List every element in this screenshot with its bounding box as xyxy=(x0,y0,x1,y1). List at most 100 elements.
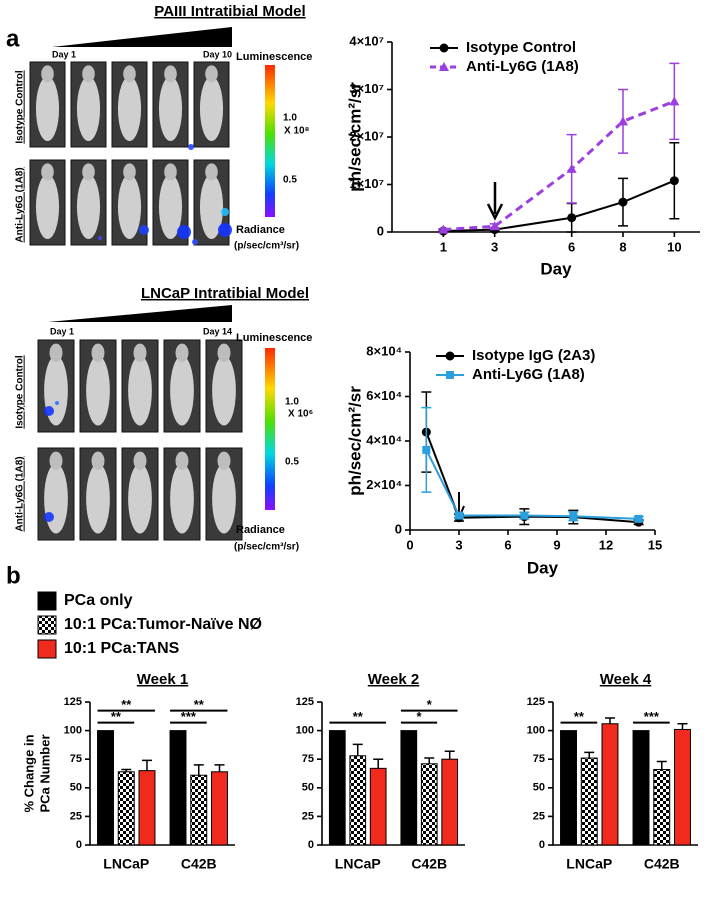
y-tick-label: 125 xyxy=(64,696,82,708)
error-bar xyxy=(214,764,225,772)
signal xyxy=(218,223,232,237)
mouse xyxy=(35,174,60,240)
y-axis-label: PCa Number xyxy=(37,734,52,812)
marker xyxy=(438,224,449,234)
y-tick-label: 2×10⁷ xyxy=(349,128,384,143)
y-tick-label: 0 xyxy=(395,521,402,536)
x-tick-label: 3 xyxy=(491,239,498,254)
marker xyxy=(422,445,431,454)
mouse-head xyxy=(82,65,95,83)
mouse-head xyxy=(217,451,231,471)
signal xyxy=(98,236,102,240)
mouse xyxy=(212,355,236,426)
error-bar xyxy=(584,751,595,759)
y-tick-label: 50 xyxy=(302,782,314,794)
mouse-head xyxy=(49,451,63,471)
marker xyxy=(634,514,643,523)
x-tick-label: 15 xyxy=(648,537,662,552)
mouse xyxy=(117,76,142,142)
row-label: Isotype Control xyxy=(15,355,26,429)
y-tick-label: 0 xyxy=(308,839,314,851)
y-tick-label: 4×10⁷ xyxy=(349,33,384,48)
x-tick-label: LNCaP xyxy=(566,856,612,872)
row-label: Anti-Ly6G (1A8) xyxy=(15,456,26,531)
signal xyxy=(188,144,194,150)
legend-marker xyxy=(445,351,455,361)
x-tick-label: C42B xyxy=(644,856,680,872)
y-tick-label: 100 xyxy=(296,725,314,737)
day-label: Day 14 xyxy=(203,326,232,336)
y-tick-label: 1×10⁷ xyxy=(349,176,384,191)
signal xyxy=(139,225,149,235)
y-tick-label: 100 xyxy=(527,725,545,737)
colorbar-title: Luminescence xyxy=(236,332,312,344)
image-grid xyxy=(37,339,243,541)
row-label: Isotype Control xyxy=(15,70,26,144)
x-tick-label: LNCaP xyxy=(103,856,149,872)
x-tick-label: C42B xyxy=(181,856,217,872)
bar xyxy=(674,728,691,846)
y-tick-label: 75 xyxy=(70,753,82,765)
bar xyxy=(349,755,367,846)
mouse xyxy=(170,463,194,534)
x-tick-label: 6 xyxy=(568,239,575,254)
significance-label: ** xyxy=(194,697,205,712)
mouse xyxy=(158,174,183,240)
mouse xyxy=(170,355,194,426)
signal xyxy=(221,208,229,216)
colorbar-unit-title: Radiance xyxy=(236,524,285,536)
y-tick-label: 25 xyxy=(70,810,82,822)
mouse-head xyxy=(91,451,105,471)
mouse-head xyxy=(133,451,147,471)
mouse xyxy=(128,355,152,426)
marker xyxy=(566,163,577,173)
y-tick-label: 100 xyxy=(64,725,82,737)
legend-swatch xyxy=(37,639,57,659)
legend-label: 10:1 PCa:Tumor-Naïve NØ xyxy=(64,616,262,633)
mouse xyxy=(128,463,152,534)
mouse-head xyxy=(175,343,189,363)
x-tick-label: 9 xyxy=(553,537,560,552)
mouse-head xyxy=(133,343,147,363)
legend-marker xyxy=(439,62,449,71)
signal xyxy=(177,225,191,239)
y-tick-label: 75 xyxy=(533,753,545,765)
y-tick-label: 2×10⁴ xyxy=(366,477,402,492)
mouse-head xyxy=(91,343,105,363)
marker xyxy=(669,176,679,186)
x-tick-label: 1 xyxy=(440,239,447,254)
colorbar-tick: 0.5 xyxy=(283,175,297,186)
model-title: PAIII Intratibial Model xyxy=(154,3,305,20)
legend-label: Isotype IgG (2A3) xyxy=(472,347,595,364)
y-tick-label: 8×10⁴ xyxy=(366,343,402,358)
bar xyxy=(369,767,387,846)
bar xyxy=(169,730,187,846)
significance-label: ** xyxy=(574,709,585,724)
colorbar xyxy=(265,348,275,510)
marker xyxy=(520,511,529,520)
y-tick-label: 25 xyxy=(302,810,314,822)
legend-label: Isotype Control xyxy=(466,39,576,56)
bar xyxy=(190,774,208,846)
y-tick-label: 125 xyxy=(527,696,545,708)
treatment-arrow xyxy=(486,182,504,221)
mouse-head xyxy=(123,163,136,181)
x-axis-label: Day xyxy=(527,558,559,577)
legend-label: 10:1 PCa:TANS xyxy=(64,640,180,657)
significance-label: * xyxy=(427,697,433,712)
colorbar-unit-title: Radiance xyxy=(236,224,285,236)
bar xyxy=(97,730,114,846)
image-grid xyxy=(29,61,232,246)
y-tick-label: 75 xyxy=(302,753,314,765)
x-tick-label: 3 xyxy=(455,537,462,552)
marker xyxy=(455,511,463,520)
bar xyxy=(420,763,438,846)
chart-title: Week 2 xyxy=(368,671,419,688)
error-bar xyxy=(141,759,152,771)
mouse-head xyxy=(41,163,54,181)
mouse xyxy=(76,174,101,240)
error-bar xyxy=(677,722,688,730)
legend-label: Anti-Ly6G (1A8) xyxy=(472,366,585,383)
error-bar xyxy=(604,717,615,724)
signal xyxy=(55,401,59,405)
